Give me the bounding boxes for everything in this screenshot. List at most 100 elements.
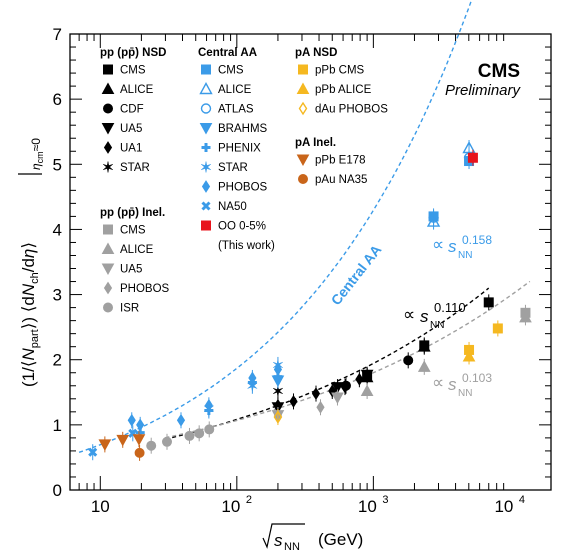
x-tick-label: 10 <box>358 497 377 516</box>
point-pa-inel-pau-na35 <box>134 447 145 458</box>
point-pp-nsd-ua1 <box>355 372 364 386</box>
axis-ticks <box>69 33 552 491</box>
x-tick-exponent: 3 <box>382 494 388 506</box>
point-central-aa-phobos <box>248 371 257 385</box>
svg-text:(1/⟨Npart⟩) ⟨dNch/dη⟩: (1/⟨Npart⟩) ⟨dNch/dη⟩ <box>19 242 41 387</box>
svg-text:∝: ∝ <box>432 235 444 254</box>
legend-label: ALICE <box>120 84 154 96</box>
point-pp-inel-isr <box>146 440 157 451</box>
point-pp-inel-alice <box>360 384 374 396</box>
point-pa-inel-ppb-e178 <box>132 434 146 446</box>
legend-marker <box>201 161 211 173</box>
svg-text:s: s <box>448 375 457 394</box>
point-pa-nsd-dau-phobos <box>273 410 283 424</box>
y-tick-label: 4 <box>53 220 62 239</box>
legend-header: Central AA <box>198 47 257 59</box>
svg-text:0.110: 0.110 <box>434 300 466 315</box>
point-pp-nsd-ua1 <box>363 369 372 383</box>
point-pp-nsd-cdf <box>403 355 414 366</box>
point-central-aa-phobos <box>127 413 136 427</box>
plot-frame <box>69 33 552 491</box>
x-tick-exponent: 2 <box>246 494 252 506</box>
point-pp-inel-isr <box>161 436 172 447</box>
svg-text:s: s <box>274 531 283 550</box>
legend-marker <box>101 123 115 135</box>
point-pp-inel-isr <box>204 424 215 435</box>
legend-label: PHOBOS <box>120 283 170 295</box>
x-tick-label: 10 <box>221 497 240 516</box>
y-tick-label: 2 <box>53 351 62 370</box>
legend-label: pPb E178 <box>315 155 366 167</box>
svg-text:NN: NN <box>458 250 472 261</box>
point-central-aa-na50 <box>88 447 98 457</box>
preliminary-label: Preliminary <box>445 82 522 99</box>
point-central-aa-oo-0-5- <box>467 152 478 163</box>
legend-marker <box>296 154 310 167</box>
svg-text:∝: ∝ <box>403 305 415 324</box>
svg-text:0.158: 0.158 <box>462 233 492 247</box>
y-tick-label: 0 <box>53 481 62 500</box>
y-axis-title: (1/⟨Npart⟩) ⟨dNch/dη⟩ ηcm≈0 <box>18 138 45 387</box>
legend-marker <box>101 82 115 94</box>
cms-label: CMS <box>478 61 520 82</box>
x-tick-label: 10 <box>494 497 513 516</box>
legend-header: pp (pp̄) Inel. <box>100 207 165 219</box>
y-tick-label: 5 <box>53 155 62 174</box>
aa-power-annotation: ∝ s NN 0.158 <box>432 233 492 261</box>
legend-label: ISR <box>120 303 139 315</box>
legend-label: OO 0-5% <box>218 221 266 233</box>
legend-label: CDF <box>120 104 144 116</box>
point-pp-inel-isr <box>194 428 205 439</box>
y-tick-label: 6 <box>53 90 62 109</box>
legend-label: dAu PHOBOS <box>315 104 388 116</box>
legend-marker <box>201 64 211 75</box>
svg-text:0.103: 0.103 <box>462 371 492 385</box>
svg-text:∝: ∝ <box>432 373 444 392</box>
point-pp-nsd-ua1 <box>311 387 321 401</box>
legend-label: (This work) <box>218 240 275 252</box>
legend-marker <box>298 101 308 116</box>
svg-text:ηcm≈0: ηcm≈0 <box>29 138 45 170</box>
legend-marker <box>101 263 115 276</box>
x-tick-exponent: 4 <box>519 494 525 506</box>
legend-header: pp (pp̄) NSD <box>100 47 166 59</box>
legend-marker <box>200 103 212 114</box>
legend-label: STAR <box>120 162 150 174</box>
legend-label: ALICE <box>120 244 154 256</box>
point-central-aa-phobos <box>204 398 213 412</box>
legend-marker <box>103 103 113 114</box>
point-pp-inel-ua5 <box>331 392 344 405</box>
tick-labels: 0 1 2 3 4 5 6 7 10 10 2 10 3 10 4 <box>53 25 525 516</box>
legend-label: ALICE <box>218 84 252 96</box>
legend-label: CMS <box>120 65 146 77</box>
point-pp-nsd-ua5 <box>331 382 344 394</box>
point-pp-nsd-cms <box>483 297 494 308</box>
legend-marker <box>103 141 113 154</box>
legend-marker <box>199 123 213 135</box>
legend-label: CMS <box>218 65 244 77</box>
data-points <box>88 140 532 461</box>
point-pp-nsd-star <box>273 385 283 397</box>
legend-header: pA NSD <box>295 47 337 59</box>
svg-text:NN: NN <box>284 541 300 553</box>
point-pa-nsd-ppb-alice <box>462 349 476 362</box>
point-pp-inel-alice <box>417 360 431 372</box>
legend-label: NA50 <box>218 201 247 213</box>
legend-label: UA5 <box>120 123 142 135</box>
fit-curve-central-aa <box>78 0 473 453</box>
legend-marker <box>298 64 308 75</box>
y-tick-label: 1 <box>53 416 62 435</box>
point-pp-inel-isr <box>184 430 195 441</box>
x-tick-label: 10 <box>91 497 110 516</box>
legend-label: pPb CMS <box>315 65 365 77</box>
point-pa-nsd-ppb-cms <box>492 323 503 334</box>
nsd-power-annotation: ∝ s NN 0.110 <box>403 300 466 331</box>
svg-text:(GeV): (GeV) <box>318 530 363 549</box>
svg-text:NN: NN <box>458 388 472 399</box>
legend-marker <box>103 224 113 235</box>
legend-marker <box>296 82 310 94</box>
inel-power-annotation: ∝ s NN 0.103 <box>432 371 492 399</box>
fit-curve-inel <box>165 280 531 439</box>
legend-label: STAR <box>218 162 248 174</box>
